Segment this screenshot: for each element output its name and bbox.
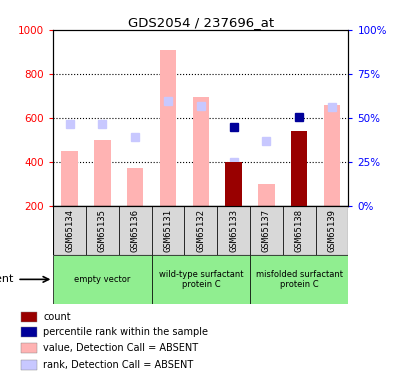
Text: percentile rank within the sample: percentile rank within the sample bbox=[43, 327, 207, 337]
Bar bbox=[53, 206, 86, 255]
Bar bbox=[20, 343, 37, 353]
Text: misfolded surfactant
protein C: misfolded surfactant protein C bbox=[255, 270, 342, 289]
Bar bbox=[86, 206, 119, 255]
Bar bbox=[192, 97, 209, 206]
Text: GSM65132: GSM65132 bbox=[196, 209, 205, 252]
Bar bbox=[282, 206, 315, 255]
Bar bbox=[290, 131, 307, 206]
Bar bbox=[20, 360, 37, 370]
Text: GSM65138: GSM65138 bbox=[294, 209, 303, 252]
Bar bbox=[151, 255, 249, 304]
Bar bbox=[20, 312, 37, 322]
Bar bbox=[217, 206, 249, 255]
Bar bbox=[94, 140, 110, 206]
Text: GSM65133: GSM65133 bbox=[229, 209, 238, 252]
Text: GSM65131: GSM65131 bbox=[163, 209, 172, 252]
Text: GSM65137: GSM65137 bbox=[261, 209, 270, 252]
Bar bbox=[160, 50, 176, 206]
Text: GSM65135: GSM65135 bbox=[98, 209, 107, 252]
Text: empty vector: empty vector bbox=[74, 275, 130, 284]
Bar bbox=[53, 255, 151, 304]
Bar bbox=[249, 206, 282, 255]
Text: agent: agent bbox=[0, 274, 14, 284]
Text: value, Detection Call = ABSENT: value, Detection Call = ABSENT bbox=[43, 343, 198, 353]
Text: rank, Detection Call = ABSENT: rank, Detection Call = ABSENT bbox=[43, 360, 193, 370]
Bar bbox=[323, 105, 339, 206]
Bar bbox=[151, 206, 184, 255]
Text: count: count bbox=[43, 312, 70, 322]
Bar bbox=[184, 206, 217, 255]
Bar bbox=[258, 184, 274, 206]
Text: GSM65139: GSM65139 bbox=[327, 209, 336, 252]
Text: wild-type surfactant
protein C: wild-type surfactant protein C bbox=[158, 270, 243, 289]
Bar bbox=[127, 168, 143, 206]
Bar bbox=[20, 327, 37, 337]
Text: GSM65136: GSM65136 bbox=[130, 209, 139, 252]
Bar bbox=[315, 206, 348, 255]
Text: GSM65134: GSM65134 bbox=[65, 209, 74, 252]
Bar bbox=[249, 255, 348, 304]
Bar bbox=[225, 162, 241, 206]
Title: GDS2054 / 237696_at: GDS2054 / 237696_at bbox=[128, 16, 273, 29]
Bar bbox=[119, 206, 151, 255]
Bar bbox=[61, 151, 78, 206]
